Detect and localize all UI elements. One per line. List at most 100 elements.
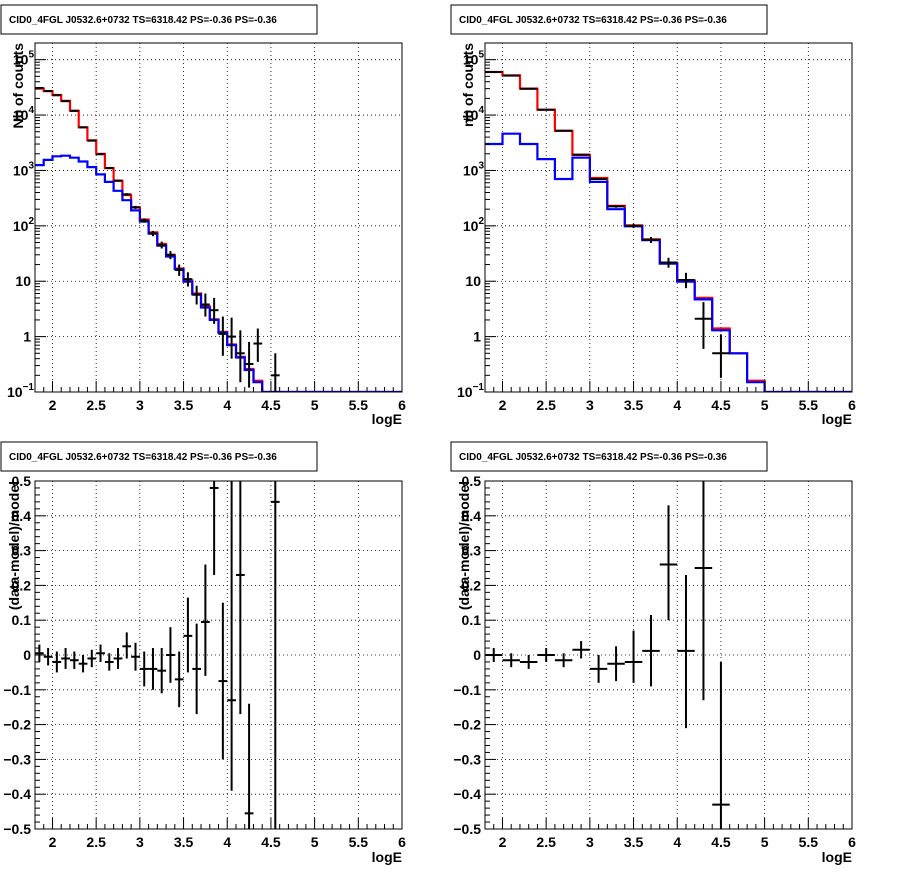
- data-point: [183, 272, 193, 287]
- y-tick-label: 1: [23, 329, 31, 345]
- x-tick-label: 5.5: [799, 397, 819, 413]
- y-tick-label: 0: [23, 647, 31, 663]
- data-point: [712, 334, 730, 378]
- data-point: [201, 564, 210, 676]
- chart-title: CID0_4FGL J0532.6+0732 TS=6318.42 PS=-0.…: [459, 15, 727, 26]
- x-tick-label: 5: [311, 834, 319, 850]
- y-tick-label: −0.4: [3, 786, 31, 802]
- data-point: [69, 109, 79, 112]
- x-tick-label: 3: [586, 397, 594, 413]
- x-tick-label: 2.5: [86, 834, 106, 850]
- x-axis-title: logE: [822, 849, 852, 865]
- data-point: [87, 649, 97, 668]
- data-point: [694, 481, 713, 701]
- x-tick-label: 4.5: [711, 397, 731, 413]
- y-tick-label: 0.1: [12, 612, 32, 628]
- data-point: [642, 236, 660, 243]
- data-point: [96, 153, 105, 156]
- data-point: [519, 655, 538, 669]
- chart-title: CID0_4FGL J0532.6+0732 TS=6318.42 PS=-0.…: [9, 15, 277, 26]
- y-tick-label: 10−1: [7, 382, 34, 400]
- data-point: [139, 218, 149, 223]
- y-tick-label: 0: [473, 647, 481, 663]
- data-point: [712, 661, 730, 829]
- y-tick-label: 103: [13, 160, 35, 178]
- data-point: [502, 653, 520, 668]
- data-point: [624, 223, 643, 229]
- data-point: [104, 166, 114, 169]
- data-point: [209, 297, 219, 324]
- data-point: [235, 330, 245, 383]
- x-tick-label: 4: [223, 397, 231, 413]
- x-tick-label: 4: [223, 834, 231, 850]
- data-point: [235, 481, 245, 715]
- plot-frame: [484, 42, 853, 393]
- data-point: [694, 302, 713, 349]
- plot-area: [35, 481, 280, 829]
- data-point: [157, 648, 167, 694]
- data-point: [659, 505, 678, 621]
- data-point: [554, 653, 573, 668]
- x-tick-label: 2: [499, 834, 507, 850]
- y-axis-title: Nb of counts: [10, 43, 26, 129]
- data-point: [607, 204, 625, 208]
- data-point: [122, 193, 132, 196]
- data-point: [218, 316, 228, 356]
- y-axis-title: nb of counts: [460, 43, 476, 127]
- x-tick-label: 5: [761, 834, 769, 850]
- data-point: [131, 205, 140, 209]
- chart-title: CID0_4FGL J0532.6+0732 TS=6318.42 PS=-0.…: [459, 452, 727, 463]
- data-point: [227, 317, 236, 359]
- y-tick-label: 0.3: [462, 543, 482, 559]
- y-tick-label: 104: [463, 105, 485, 123]
- x-tick-label: 6: [848, 834, 856, 850]
- series-line-1: [35, 87, 402, 392]
- y-tick-label: 0.5: [462, 473, 482, 489]
- x-tick-label: 6: [398, 834, 406, 850]
- x-tick-label: 3: [136, 397, 144, 413]
- y-tick-label: 0.4: [462, 508, 482, 524]
- data-point: [52, 651, 62, 673]
- title-box: [0, 441, 318, 472]
- data-point: [201, 293, 210, 317]
- plot-frame: [34, 480, 403, 830]
- data-point: [589, 655, 608, 683]
- y-tick-label: 0.1: [462, 612, 482, 628]
- x-tick-label: 2.5: [86, 397, 106, 413]
- x-tick-label: 2: [49, 834, 57, 850]
- data-point: [192, 285, 202, 305]
- data-point: [69, 651, 79, 669]
- y-tick-label: −0.1: [3, 682, 31, 698]
- y-tick-label: 10−1: [457, 382, 484, 400]
- panel-4: 2 2.5 3 3.5 4 4.5 5 5.5 6 −0.5 −0.4 −0.3 −0.2 −0.1 0 0.…: [450, 441, 856, 865]
- y-tick-label: −0.5: [3, 821, 31, 837]
- data-point: [61, 648, 70, 669]
- x-tick-label: 2: [499, 397, 507, 413]
- x-tick-label: 4.5: [261, 834, 281, 850]
- data-point: [642, 614, 660, 687]
- x-tick-label: 4.5: [711, 834, 731, 850]
- data-point: [270, 353, 280, 392]
- y-tick-label: 10: [15, 273, 31, 289]
- x-tick-label: 2.5: [536, 834, 556, 850]
- data-point: [157, 241, 167, 249]
- data-point: [174, 264, 184, 276]
- data-point: [677, 272, 695, 289]
- panel-1: 2 2.5 3 3.5 4 4.5 5 5.5 6 10−1 1 10 102 103 104 105 logE…: [0, 4, 406, 427]
- x-tick-label: 5: [311, 397, 319, 413]
- chart-title: CID0_4FGL J0532.6+0732 TS=6318.42 PS=-0.…: [9, 452, 277, 463]
- y-tick-label: 105: [463, 50, 485, 68]
- x-tick-label: 5.5: [799, 834, 819, 850]
- x-axis-title: logE: [822, 411, 852, 427]
- data-point: [78, 655, 88, 673]
- data-point: [218, 602, 228, 760]
- plot-frame: [34, 42, 403, 393]
- data-point: [209, 481, 219, 575]
- y-tick-label: 0.2: [462, 577, 482, 593]
- data-point: [624, 630, 643, 683]
- y-tick-label: 0.4: [12, 508, 32, 524]
- data-point: [104, 653, 114, 671]
- x-tick-label: 3: [586, 834, 594, 850]
- y-tick-label: 103: [463, 160, 485, 178]
- y-tick-label: 0.5: [12, 473, 32, 489]
